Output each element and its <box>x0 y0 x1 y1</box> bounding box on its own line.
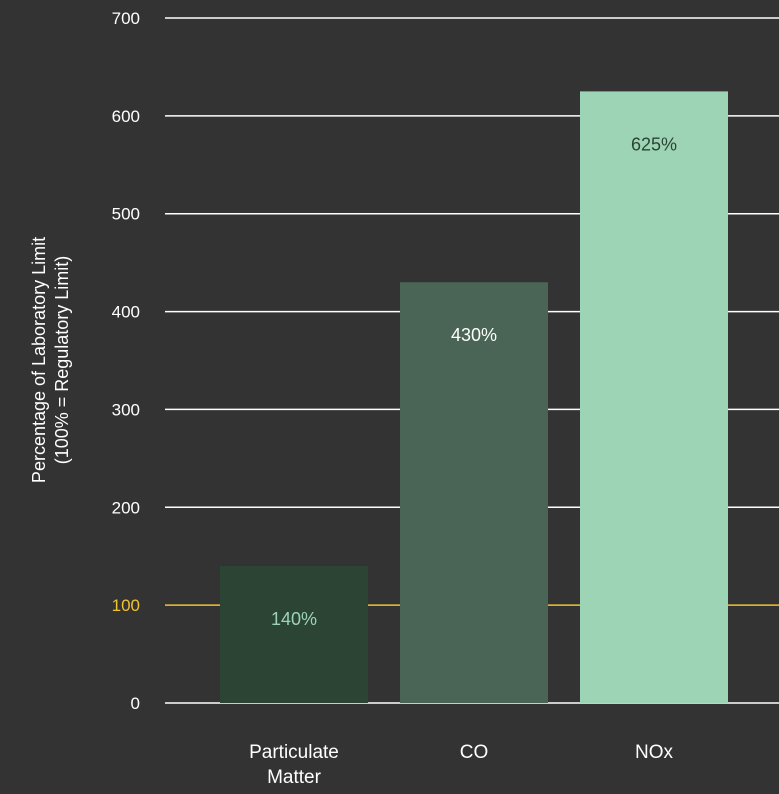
data-label-1: 430% <box>451 325 497 345</box>
x-tick-label-0-line-1: Matter <box>267 767 322 788</box>
y-axis-title: Percentage of Laboratory Limit (100% = Re… <box>29 237 72 483</box>
y-tick-label-0: 0 <box>131 694 140 713</box>
bar-2 <box>580 91 728 703</box>
y-axis-title-line-0: Percentage of Laboratory Limit <box>29 237 49 483</box>
data-labels: 140% 430% 625% <box>271 134 677 629</box>
x-tick-label-2: NOx <box>635 742 674 763</box>
y-tick-label-100: 100 <box>112 596 140 615</box>
bar-1 <box>400 282 548 703</box>
bar-0 <box>220 566 368 703</box>
y-tick-label-400: 400 <box>112 303 140 322</box>
x-tick-label-1: CO <box>460 742 489 763</box>
x-axis-labels: Particulate Matter CO NOx <box>249 742 673 788</box>
bars <box>220 91 728 703</box>
x-tick-label-0-line-0: Particulate <box>249 742 339 763</box>
data-label-2: 625% <box>631 134 677 154</box>
y-tick-label-300: 300 <box>112 400 140 419</box>
y-tick-label-700: 700 <box>112 9 140 28</box>
y-axis-title-line-1: (100% = Regulatory Limit) <box>52 256 72 465</box>
y-tick-label-600: 600 <box>112 107 140 126</box>
y-tick-label-500: 500 <box>112 205 140 224</box>
y-tick-label-200: 200 <box>112 498 140 517</box>
y-axis-ticks: 0 100 200 300 400 500 600 700 <box>112 9 140 713</box>
data-label-0: 140% <box>271 609 317 629</box>
